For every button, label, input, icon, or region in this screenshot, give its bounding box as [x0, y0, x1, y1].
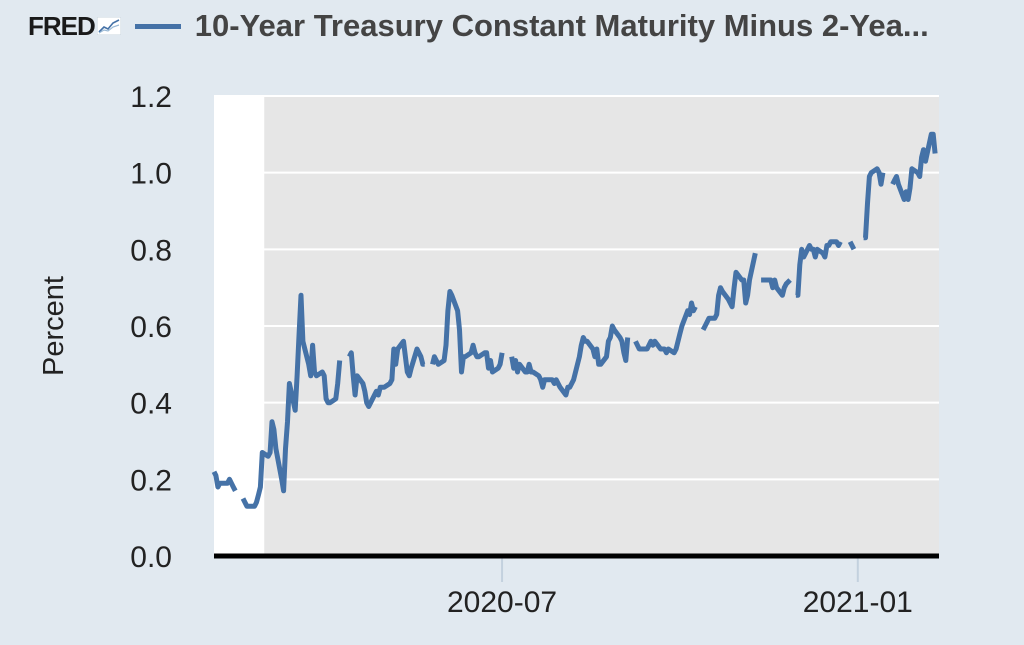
x-tick-marks	[501, 556, 859, 582]
series-segment	[863, 166, 886, 241]
x-tick-label: 2021-01	[803, 586, 913, 619]
y-tick-label: 1.0	[130, 158, 172, 191]
y-tick-label: 0.2	[130, 464, 172, 497]
series-segment	[347, 338, 426, 409]
y-tick-label: 1.2	[130, 81, 172, 114]
series-segment	[795, 239, 843, 298]
fred-logo[interactable]: FRED	[28, 10, 96, 41]
y-tick-labels: 0.0 0.2 0.4 0.6 0.8 1.0 1.2	[130, 81, 172, 574]
chart-title: 10-Year Treasury Constant Maturity Minus…	[194, 8, 929, 43]
y-tick-label: 0.0	[130, 541, 172, 574]
series-segment	[240, 292, 343, 509]
series-segment	[211, 470, 238, 492]
grid-lines	[214, 95, 939, 481]
y-tick-label: 0.6	[130, 311, 172, 344]
series-segment	[430, 289, 505, 375]
series-line	[211, 131, 938, 509]
x-tick-label: 2020-07	[447, 586, 557, 619]
x-tick-labels: 2020-07 2021-01	[447, 586, 913, 619]
y-tick-label: 0.4	[130, 388, 172, 421]
chart-header: FRED 10-Year Treasury Constant Maturity …	[28, 6, 929, 46]
series-segment	[760, 277, 792, 298]
series-segment	[847, 240, 857, 251]
y-axis-label: Percent	[38, 276, 70, 376]
series-segment	[890, 131, 938, 202]
series-segment	[700, 252, 758, 331]
series-segment	[509, 323, 631, 398]
y-tick-label: 0.8	[130, 234, 172, 267]
series-segment	[633, 300, 698, 356]
legend-series-line	[134, 23, 181, 29]
fred-sparkline-icon	[96, 17, 121, 35]
